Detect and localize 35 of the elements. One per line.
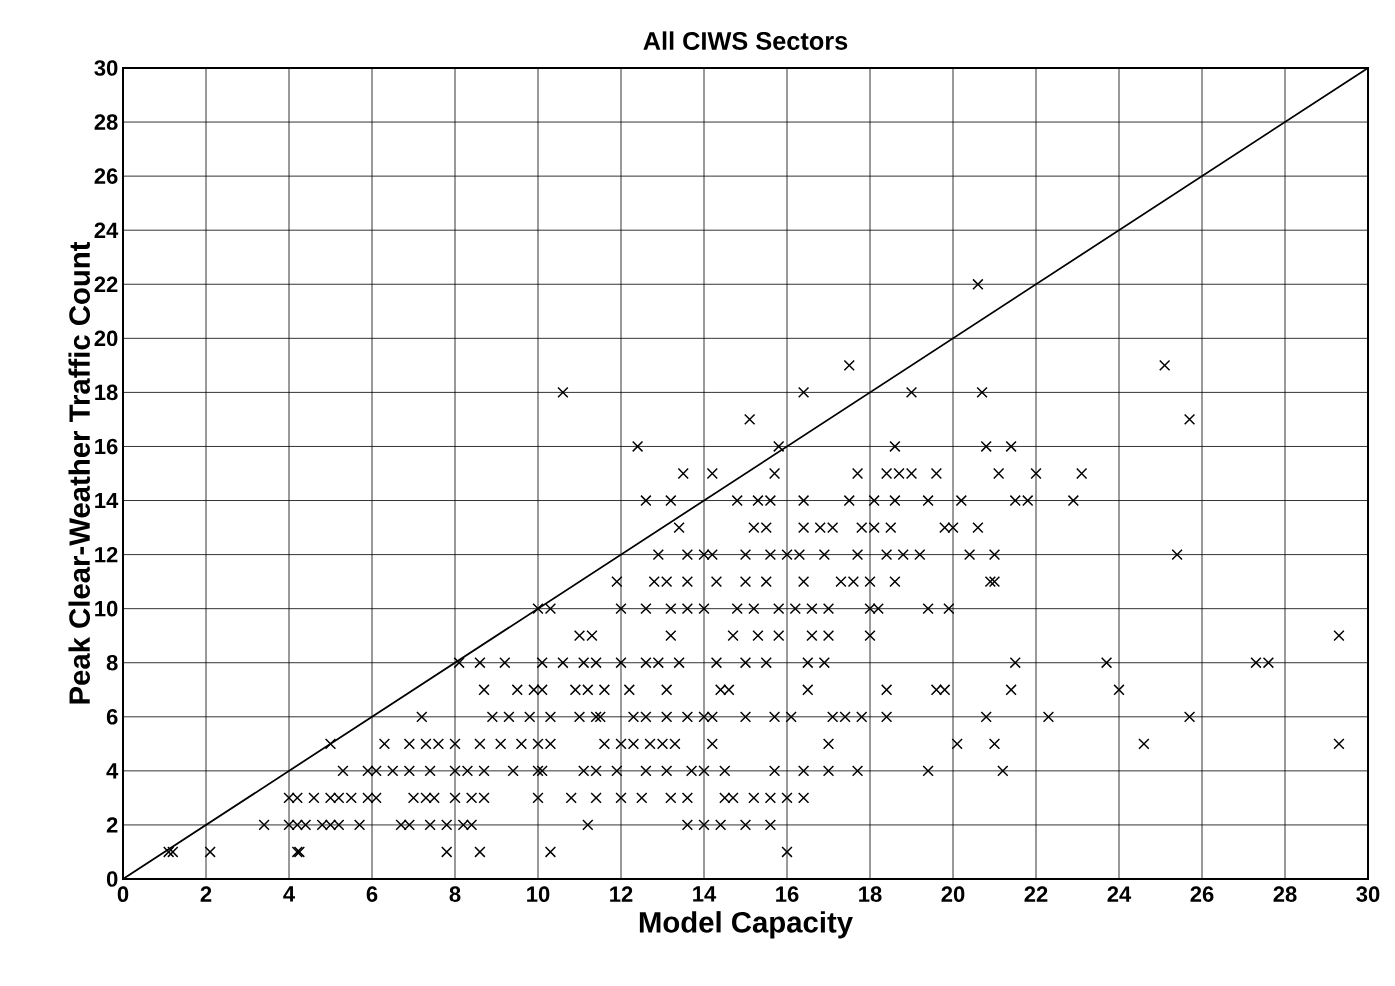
chart-title: All CIWS Sectors: [643, 31, 848, 50]
y-tick-label: 20: [94, 330, 118, 347]
y-tick-label: 28: [94, 114, 118, 130]
y-tick-label: 14: [95, 492, 119, 509]
y-tick-label: 16: [95, 438, 118, 455]
x-tick-label: 6: [366, 886, 378, 902]
y-tick-label: 0: [106, 871, 118, 887]
x-tick-label: 10: [527, 886, 550, 902]
y-tick-label: 6: [106, 709, 118, 725]
y-tick-label: 8: [106, 654, 118, 671]
y-tick-label: 26: [94, 168, 118, 184]
x-axis-title: Model Capacity: [639, 911, 853, 939]
x-tick-label: 28: [1273, 886, 1297, 902]
y-tick-label: 4: [106, 763, 119, 779]
x-tick-label: 2: [200, 886, 212, 902]
x-tick-label: 24: [1107, 886, 1132, 902]
x-tick-label: 4: [283, 886, 295, 902]
x-tick-label: 14: [693, 886, 717, 902]
x-tick-label: 18: [859, 886, 882, 902]
x-tick-label: 26: [1190, 886, 1214, 902]
x-tick-label: 30: [1356, 886, 1380, 902]
x-tick-label: 0: [117, 886, 129, 902]
y-tick-label: 12: [95, 546, 118, 563]
x-tick-label: 20: [941, 886, 965, 902]
y-tick-label: 18: [95, 384, 118, 401]
y-tick-label: 2: [106, 817, 118, 833]
x-tick-label: 16: [776, 886, 799, 902]
y-axis-title: Peak Clear-Weather Traffic Count: [68, 241, 91, 704]
x-tick-label: 8: [449, 886, 461, 902]
y-tick-label: 24: [94, 222, 119, 238]
y-tick-label: 22: [94, 276, 118, 292]
x-tick-label: 22: [1024, 886, 1048, 902]
x-tick-label: 12: [610, 886, 633, 902]
y-tick-label: 30: [94, 60, 118, 76]
y-tick-label: 10: [95, 600, 118, 617]
